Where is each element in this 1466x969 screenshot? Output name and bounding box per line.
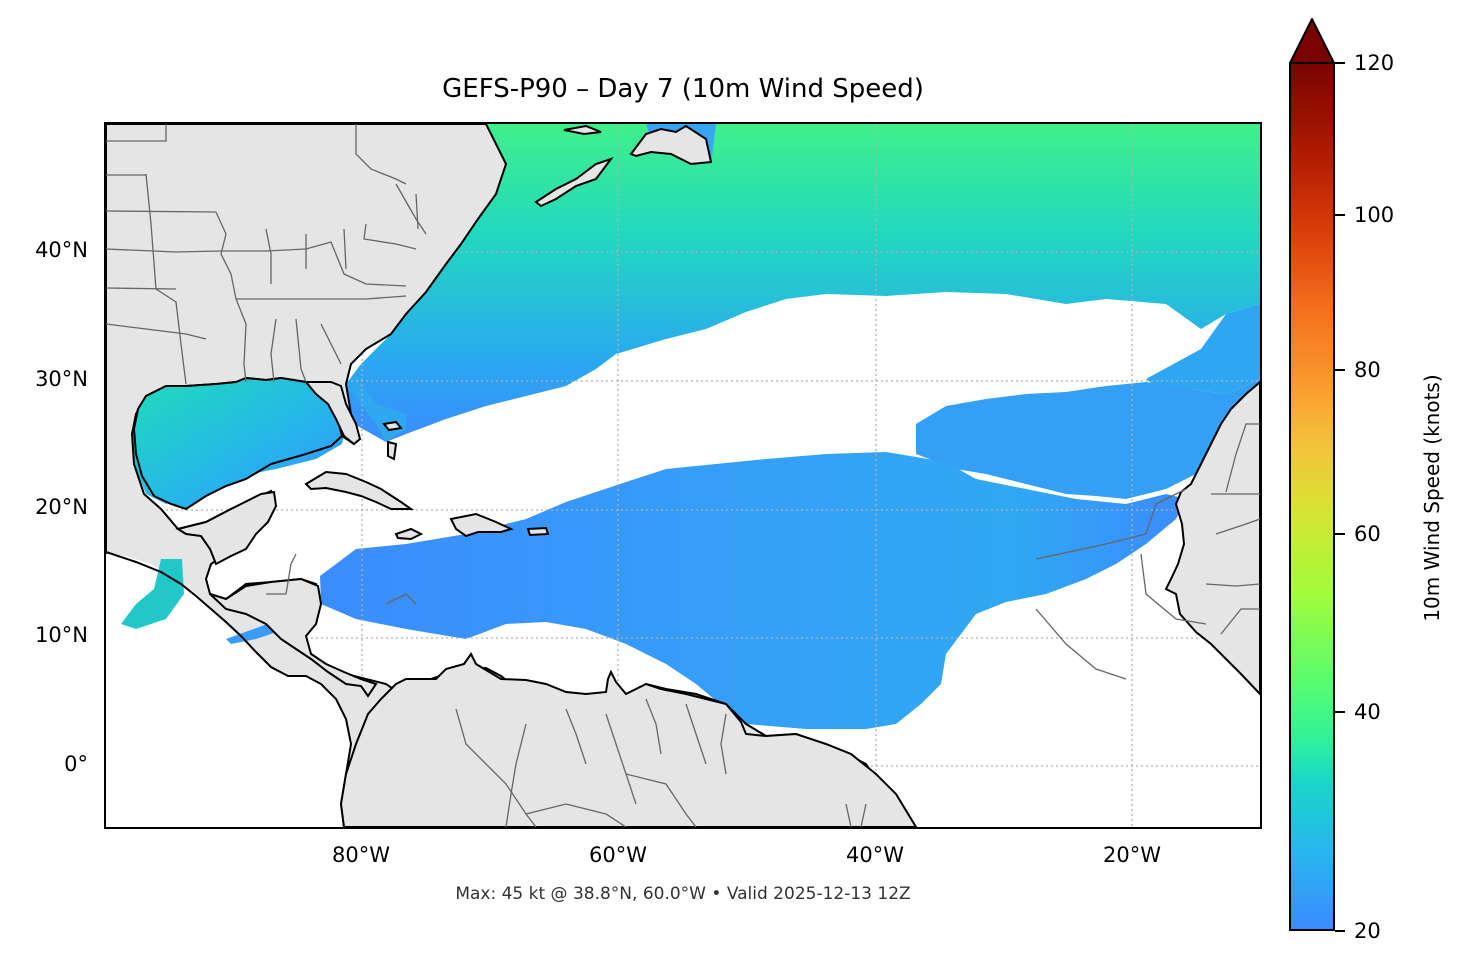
chart-title: GEFS-P90 – Day 7 (10m Wind Speed) [442,74,924,104]
map-plot-area[interactable] [104,122,1262,829]
colorbar-label-20: 20 [1354,919,1381,943]
y-tick-equator: 0° [64,752,88,776]
x-tick-80w: 80°W [332,843,390,867]
political-borders [106,124,1260,827]
colorbar-label-40: 40 [1354,700,1381,724]
land-newfoundland [629,124,713,166]
colorbar-tick [1335,930,1345,932]
wind-field-east-subtropical [916,379,1260,499]
colorbar-tick [1335,533,1345,535]
colorbar-label-100: 100 [1354,203,1395,227]
land-florida [303,381,362,446]
colorbar-tick [1335,62,1345,64]
colorbar-tick [1335,369,1345,371]
land-yucatan [175,490,278,566]
x-tick-60w: 60°W [589,843,647,867]
y-tick-40n: 40°N [35,238,88,262]
y-tick-30n: 30°N [35,367,88,391]
colorbar-label-120: 120 [1354,51,1395,75]
y-tick-20n: 20°N [35,495,88,519]
colorbar-tick [1335,214,1345,216]
gulf-water [132,376,344,511]
colorbar-extend-arrow [1289,18,1335,64]
x-tick-20w: 20°W [1103,843,1161,867]
colorbar [1289,62,1335,931]
land-puerto-rico [526,526,550,537]
land-south-america [339,652,918,827]
colorbar-title: 10m Wind Speed (knots) [1420,374,1444,622]
map-svg [106,124,1260,827]
wind-field-northeast [1146,304,1260,394]
colorbar-label-60: 60 [1354,522,1381,546]
land-nova-scotia [534,157,614,208]
land-bahamas [382,420,403,461]
ocean-pacific [106,554,351,827]
land-hispaniola [449,512,514,538]
coastline-pacific [106,551,353,827]
colorbar-tick [1335,711,1345,713]
colorbar-label-80: 80 [1354,358,1381,382]
land-west-africa [1164,380,1260,696]
wind-field-tropical-atlantic [320,452,1186,729]
x-tick-40w: 40°W [846,843,904,867]
land-anticosti [563,124,602,136]
land-jamaica [394,527,424,541]
y-tick-10n: 10°N [35,623,88,647]
wind-field-north-atlantic [346,124,1260,442]
land-cuba [304,470,415,510]
footer-annotation: Max: 45 kt @ 38.8°N, 60.0°W • Valid 2025… [455,884,911,904]
land-central-america [209,577,378,698]
